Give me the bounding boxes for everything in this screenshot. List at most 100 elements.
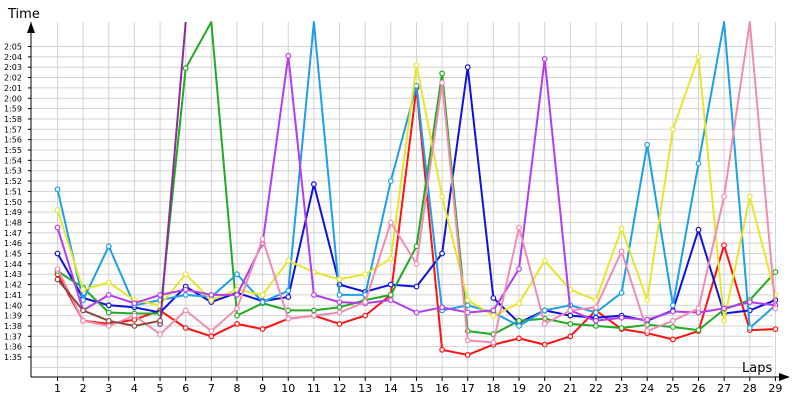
y-axis-title: Time [7, 7, 40, 22]
data-point [567, 312, 574, 319]
data-point [541, 257, 548, 264]
x-tick-label: 27 [717, 382, 731, 395]
y-tick-labels: 1:351:36 1:371:381:39 1:401:411:42 1:431:44… [4, 43, 31, 362]
x-tick-label: 23 [615, 382, 629, 395]
data-point [285, 294, 292, 300]
data-point [362, 312, 369, 319]
data-point [80, 297, 86, 304]
data-point [413, 309, 420, 316]
data-point [311, 181, 317, 188]
data-point [721, 317, 727, 324]
data-point [670, 302, 676, 309]
x-tick-label: 8 [233, 382, 240, 395]
data-point [182, 307, 189, 314]
data-point [618, 314, 625, 321]
y-tick-label: 1:49 [4, 208, 22, 217]
data-point [311, 307, 317, 314]
data-point [439, 346, 446, 353]
data-point [387, 297, 394, 304]
data-point [695, 305, 702, 312]
y-axis-arrow-icon [27, 22, 35, 33]
data-point [772, 269, 779, 276]
data-point [593, 304, 599, 311]
data-point [387, 281, 394, 288]
y-tick-label: 1:51 [4, 187, 22, 196]
data-point [54, 266, 61, 272]
data-point [259, 326, 266, 333]
data-point [105, 292, 112, 298]
data-point [695, 226, 702, 233]
data-point [746, 193, 753, 200]
data-point [387, 255, 394, 262]
data-point [439, 304, 446, 311]
data-point [593, 317, 599, 324]
x-tick-label: 12 [333, 382, 347, 395]
data-point [80, 317, 86, 324]
axes [27, 22, 790, 381]
data-point [362, 271, 369, 278]
data-point [131, 300, 138, 307]
x-tick-label: 11 [307, 382, 321, 395]
x-tick-label: 17 [461, 382, 475, 395]
data-point [644, 141, 651, 148]
data-point [80, 286, 86, 293]
x-axis-arrow-icon [779, 373, 790, 381]
data-point [336, 276, 343, 283]
data-point [464, 64, 471, 71]
x-tick-label: 24 [640, 382, 654, 395]
y-tick-label: 1:44 [4, 260, 22, 269]
y-tick-label: 1:48 [4, 218, 22, 227]
data-point [182, 286, 189, 293]
y-tick-label: 1:47 [4, 229, 22, 238]
y-tick-label: 2:01 [4, 84, 22, 93]
x-tick-label: 29 [768, 382, 782, 395]
grid [31, 22, 776, 377]
x-tick-label: 5 [157, 382, 164, 395]
data-point [259, 236, 266, 242]
data-point [54, 276, 61, 283]
data-point [105, 317, 112, 324]
data-point [439, 79, 446, 86]
data-point [208, 333, 215, 340]
data-point [618, 248, 625, 255]
y-tick-label: 1:37 [4, 332, 22, 341]
data-point [670, 317, 676, 324]
data-point [259, 292, 266, 298]
data-point [541, 321, 548, 327]
data-point [439, 250, 446, 257]
y-tick-label: 1:59 [4, 105, 22, 114]
x-tick-label: 7 [208, 382, 215, 395]
data-point [490, 295, 497, 301]
data-point [413, 261, 420, 267]
x-tick-label: 22 [589, 382, 603, 395]
data-point [490, 339, 497, 346]
x-tick-label: 14 [384, 382, 398, 395]
x-tick-label: 10 [281, 382, 295, 395]
data-point [234, 305, 240, 312]
data-point [490, 307, 497, 314]
y-tick-label: 1:45 [4, 250, 22, 259]
data-point [80, 307, 86, 314]
data-point [567, 321, 574, 327]
x-axis-title: Laps [742, 361, 772, 376]
y-tick-label: 1:58 [4, 115, 22, 124]
data-point [105, 309, 112, 316]
series-group [54, 21, 779, 358]
data-point [670, 324, 676, 330]
data-point [336, 309, 343, 316]
series-8 [54, 276, 164, 329]
data-point [567, 333, 574, 340]
data-point [336, 299, 343, 306]
x-tick-label: 3 [105, 382, 112, 395]
data-point [644, 328, 651, 335]
data-point [721, 193, 727, 200]
data-point [541, 341, 548, 348]
y-tick-label: 2:03 [4, 63, 22, 72]
y-tick-label: 1:52 [4, 177, 22, 186]
data-point [336, 292, 343, 298]
y-tick-label: 1:38 [4, 322, 22, 331]
data-point [772, 326, 779, 333]
data-point [182, 325, 189, 331]
